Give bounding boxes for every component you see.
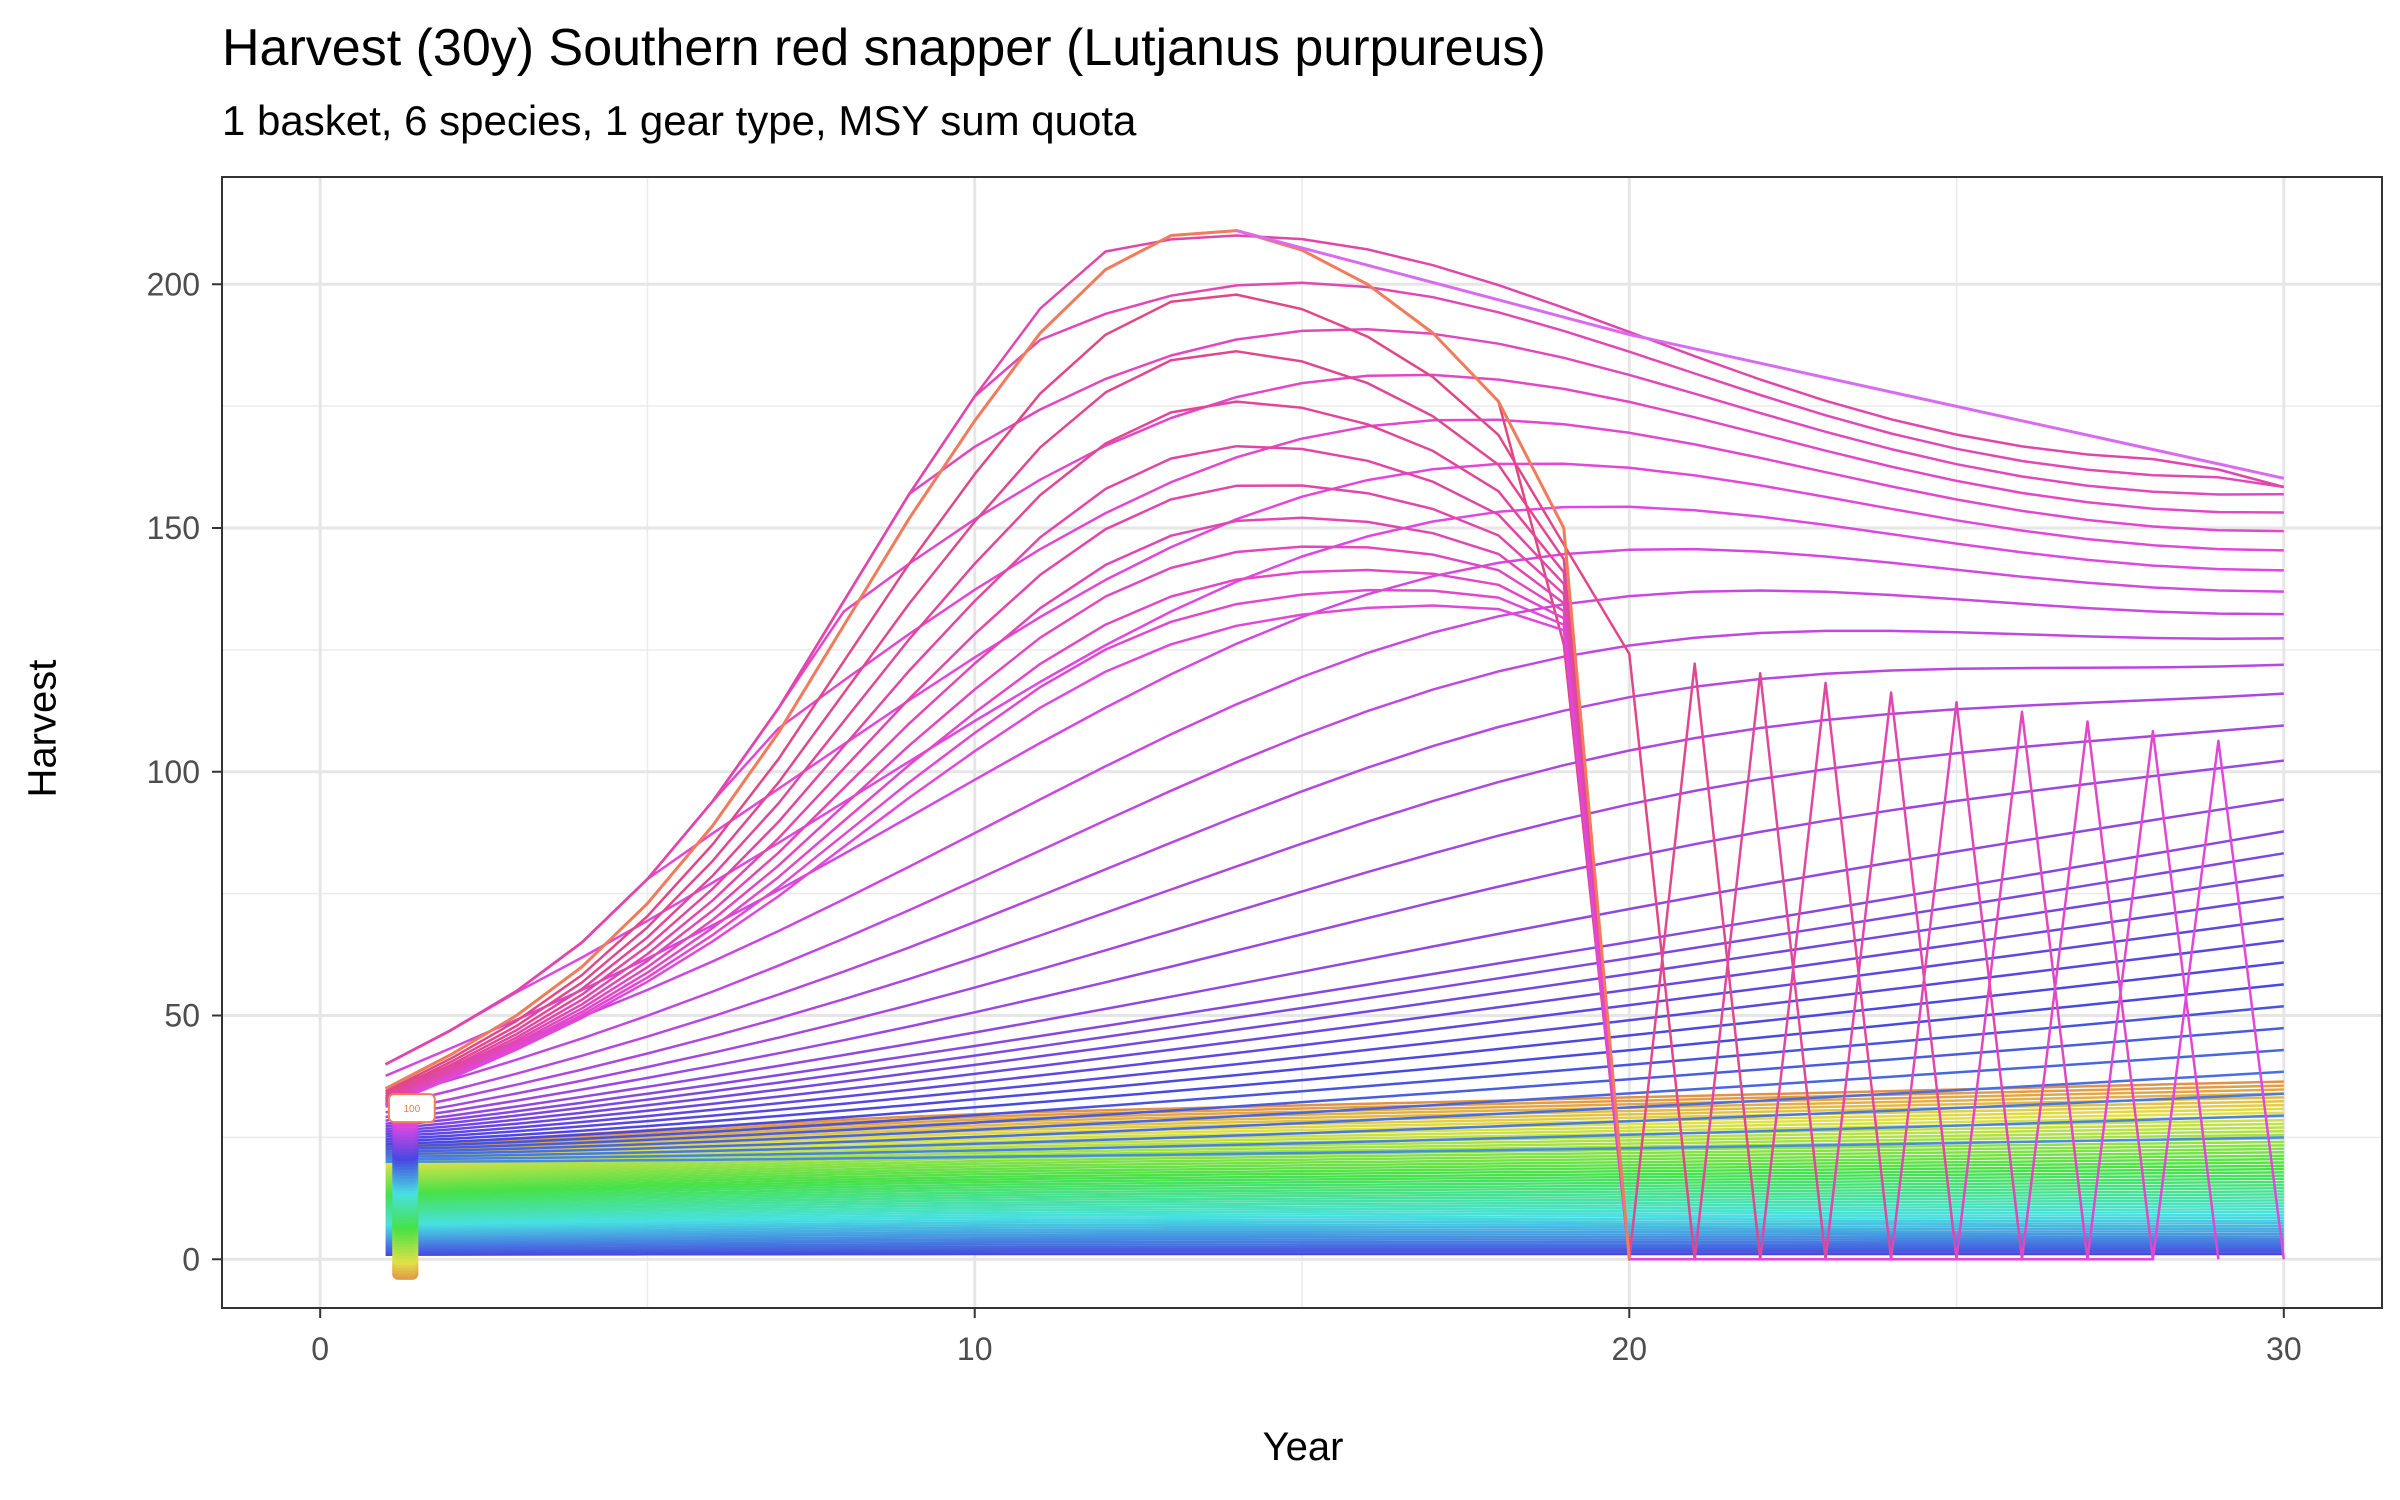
plot-border (221, 176, 2383, 1309)
y-tick-label: 200 (147, 266, 200, 302)
x-axis-label: Year (1262, 1425, 1344, 1469)
series-line-low (385, 1222, 2284, 1232)
series-line-rising (385, 724, 2284, 1119)
series-line-low (385, 1250, 2284, 1254)
series-line-low (385, 1235, 2284, 1242)
chart-subtitle: 1 basket, 6 species, 1 gear type, MSY su… (222, 97, 1137, 144)
series-line-low (385, 1183, 2284, 1206)
chart-title: Harvest (30y) Southern red snapper (Lutj… (222, 19, 1546, 77)
badge-text: 100 (403, 1104, 420, 1115)
series-line-low (385, 1216, 2284, 1228)
series-line-low (385, 1177, 2284, 1202)
series-line-low (385, 1196, 2284, 1214)
series-line-low (385, 1227, 2284, 1236)
x-tick-label: 20 (1611, 1331, 1647, 1367)
series-line-rising (385, 830, 2285, 1128)
series-line-rising (385, 895, 2284, 1136)
series-line-collapse (385, 350, 1762, 1261)
series-line-rising (385, 873, 2284, 1133)
series-line-low (385, 1151, 2284, 1186)
series-line-rising (385, 663, 2284, 1108)
series-line-upper-envelope (1236, 229, 2285, 480)
series-line-low (385, 1219, 2284, 1230)
series-line-rising (385, 1005, 2284, 1148)
series-line-rising (385, 234, 2285, 1066)
y-tick-label: 100 (147, 754, 200, 790)
y-tick-label: 50 (164, 998, 200, 1034)
series-line-collapse (385, 604, 2286, 1261)
series-line-low (385, 1147, 2284, 1184)
series-line-rising (385, 1026, 2284, 1151)
series-line-rising (385, 589, 2284, 1091)
series-line-rising (385, 629, 2284, 1101)
series-line-low (385, 1252, 2284, 1256)
minor-gridlines (222, 177, 2382, 1308)
badge-box (387, 1093, 436, 1124)
series-line-rising (385, 692, 2284, 1114)
series-line-low (385, 1122, 2284, 1170)
y-axis-ticks: 0 50 100 150 200 (147, 266, 222, 1277)
series-line-rising (385, 961, 2284, 1143)
series-line-low (385, 1180, 2284, 1204)
series-line-low (385, 1190, 2284, 1210)
series-line-rising (385, 1070, 2284, 1156)
series-line-rising (385, 1048, 2284, 1153)
x-tick-label: 0 (311, 1331, 329, 1367)
series-line-rising (385, 917, 2284, 1138)
series-line-low (385, 1193, 2284, 1212)
series-line-top (384, 229, 1631, 1260)
series-line-low (385, 1199, 2284, 1216)
series-line-low (385, 1207, 2284, 1222)
series-line-low (385, 1242, 2284, 1248)
x-axis-ticks: 0 10 20 30 (311, 1308, 2302, 1367)
series-line-low (385, 1232, 2284, 1240)
x-tick-label: 10 (957, 1331, 993, 1367)
series-line-low (385, 1237, 2284, 1244)
series-line-low (385, 1210, 2284, 1224)
series-line-rising (385, 1092, 2284, 1158)
series-line-low (385, 1213, 2284, 1226)
series-line-low (385, 1133, 2284, 1176)
series-line-low (385, 1107, 2284, 1162)
series-line-low (385, 1240, 2284, 1246)
series-line-low (385, 1230, 2284, 1238)
series-line-rising (385, 1136, 2284, 1164)
series-lines (384, 229, 2286, 1261)
series-line-low (385, 1187, 2284, 1208)
series-line-collapse (385, 293, 1696, 1260)
x-tick-label: 30 (2266, 1331, 2302, 1367)
series-line-low (385, 1224, 2284, 1234)
series-line-low (385, 1205, 2284, 1220)
series-line-low (385, 1247, 2284, 1252)
y-tick-label: 0 (182, 1241, 200, 1277)
series-line-low (385, 1092, 2284, 1154)
series-line-low (385, 1084, 2284, 1150)
series-line-rising (385, 983, 2284, 1146)
series-line-rising (385, 547, 2284, 1077)
series-line-rising (385, 798, 2284, 1126)
y-tick-label: 150 (147, 510, 200, 546)
series-line-rising (385, 852, 2285, 1131)
series-line-rising (385, 939, 2284, 1141)
series-line-rising (385, 1114, 2284, 1161)
series-line-low (385, 1144, 2284, 1182)
series-line-low (385, 1202, 2284, 1218)
series-label-badge: 100 (387, 1093, 436, 1124)
series-line-low (385, 1245, 2284, 1250)
